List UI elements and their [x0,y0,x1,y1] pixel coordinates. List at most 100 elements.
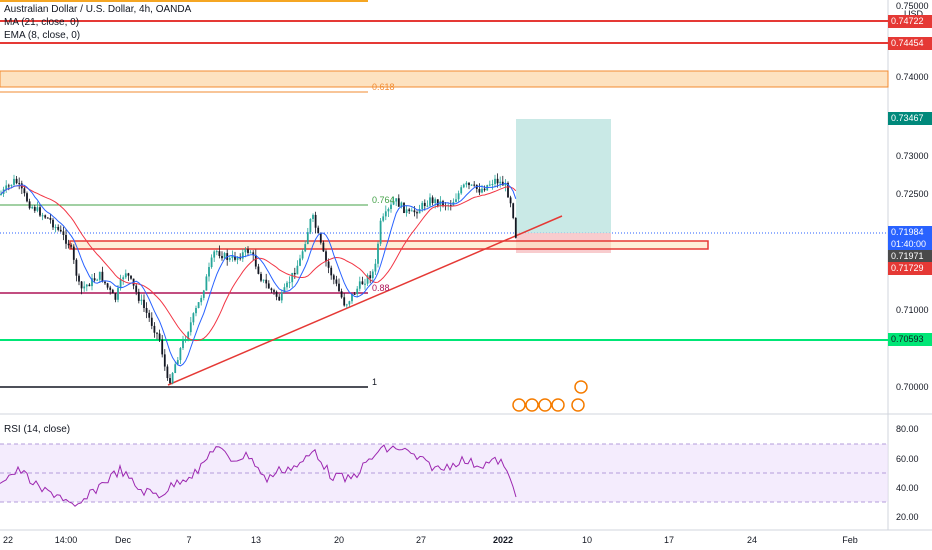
price-tick: 0.70000 [896,382,929,392]
time-label: 20 [333,535,345,545]
candle-body [431,197,434,204]
chart-legend[interactable]: Australian Dollar / U.S. Dollar, 4h, OAN… [4,3,191,42]
rsi-legend[interactable]: RSI (14, close) [4,424,71,435]
candle-body [166,366,169,379]
candle-body [215,251,218,253]
candle-body [13,178,15,185]
rsi-legend-box[interactable]: RSI (14, close) [4,423,70,436]
ema-8-line[interactable] [0,182,517,367]
rsi-line[interactable] [0,444,517,507]
candle-body [26,193,28,202]
candle-body [59,229,62,232]
candle-body [312,214,314,219]
support-zone-rectangle[interactable] [69,240,709,250]
candle-body [96,279,99,281]
candle-body [405,209,408,213]
ma-legend[interactable]: MA (21, close, 0) [4,17,80,28]
candle-body [140,299,143,301]
candle-body [439,201,442,206]
candle-body [46,217,49,219]
price-tick: 0.71000 [896,305,929,315]
candle-body [197,302,200,309]
candle-body [109,287,112,290]
flag-icon[interactable] [551,398,565,412]
candle-body [314,214,317,228]
candle-body [353,293,356,295]
flag-icon[interactable] [574,380,588,394]
candle-body [356,288,359,294]
ema-legend[interactable]: EMA (8, close, 0) [4,30,81,41]
flag-icon[interactable] [512,398,526,412]
price-tag-green: 0.70593 [888,333,932,346]
candle-body [265,279,268,284]
candle-body [343,297,346,306]
flag-icon[interactable] [538,398,552,412]
candle-body [374,263,377,272]
candle-body [257,266,260,274]
currency-label: USD [904,9,924,19]
trend-line[interactable] [167,215,563,386]
candle-body [202,290,205,298]
candle-body [275,291,278,297]
candle-body [228,258,231,260]
candle-body [377,243,379,264]
price-tag-red-second: 0.74454 [888,37,932,50]
candle-body [52,219,54,228]
price-tick: 0.72500 [896,189,929,199]
price-tick: 0.73000 [896,151,929,161]
candle-body [291,272,294,283]
candle-body [171,372,174,384]
candle-body [270,288,273,291]
candle-body [408,209,411,212]
flag-icon[interactable] [525,398,539,412]
candle-body [135,285,138,292]
candle-body [330,267,333,276]
candle-body [462,184,465,188]
candle-body [317,227,320,234]
candle-body [174,364,177,373]
rsi-tick: 20.00 [896,512,919,522]
candle-body [296,265,299,275]
fib-label-1: 1 [372,377,378,387]
candle-body [124,273,127,278]
symbol-title[interactable]: Australian Dollar / U.S. Dollar, 4h, OAN… [4,4,192,15]
price-tick: 0.75000 [896,1,929,11]
fib-zone-orange[interactable] [0,70,889,88]
candle-body [163,354,166,367]
time-label: 7 [186,535,192,545]
time-label: Feb [842,535,858,545]
candle-body [65,234,67,244]
countdown-tag: 01:40:00 [888,238,932,251]
candle-body [470,184,473,186]
candle-body [413,210,416,213]
candle-body [223,253,226,259]
candle-body [364,283,366,285]
candle-body [369,275,372,279]
candle-body [304,244,307,252]
candle-body [400,202,403,207]
economic-events-icons[interactable] [512,380,588,412]
candle-body [85,284,88,287]
candle-body [169,378,171,384]
candle-body [496,178,499,184]
candle-body [18,183,21,185]
candle-body [504,182,507,186]
candle-body [421,202,424,210]
candle-body [23,188,26,194]
candle-body [301,251,304,259]
candle-body [98,271,101,280]
candle-body [119,279,122,288]
candle-body [429,197,431,206]
candle-body [455,199,457,202]
candle-body [249,252,252,254]
candle-body [7,185,10,187]
candle-body [494,178,496,185]
candle-body [286,282,288,288]
position-target-zone[interactable] [516,119,611,233]
flag-icon[interactable] [571,398,585,412]
rsi-tick: 40.00 [896,483,919,493]
price-tag-current: 0.71984 [888,226,932,239]
candle-body [288,282,291,284]
